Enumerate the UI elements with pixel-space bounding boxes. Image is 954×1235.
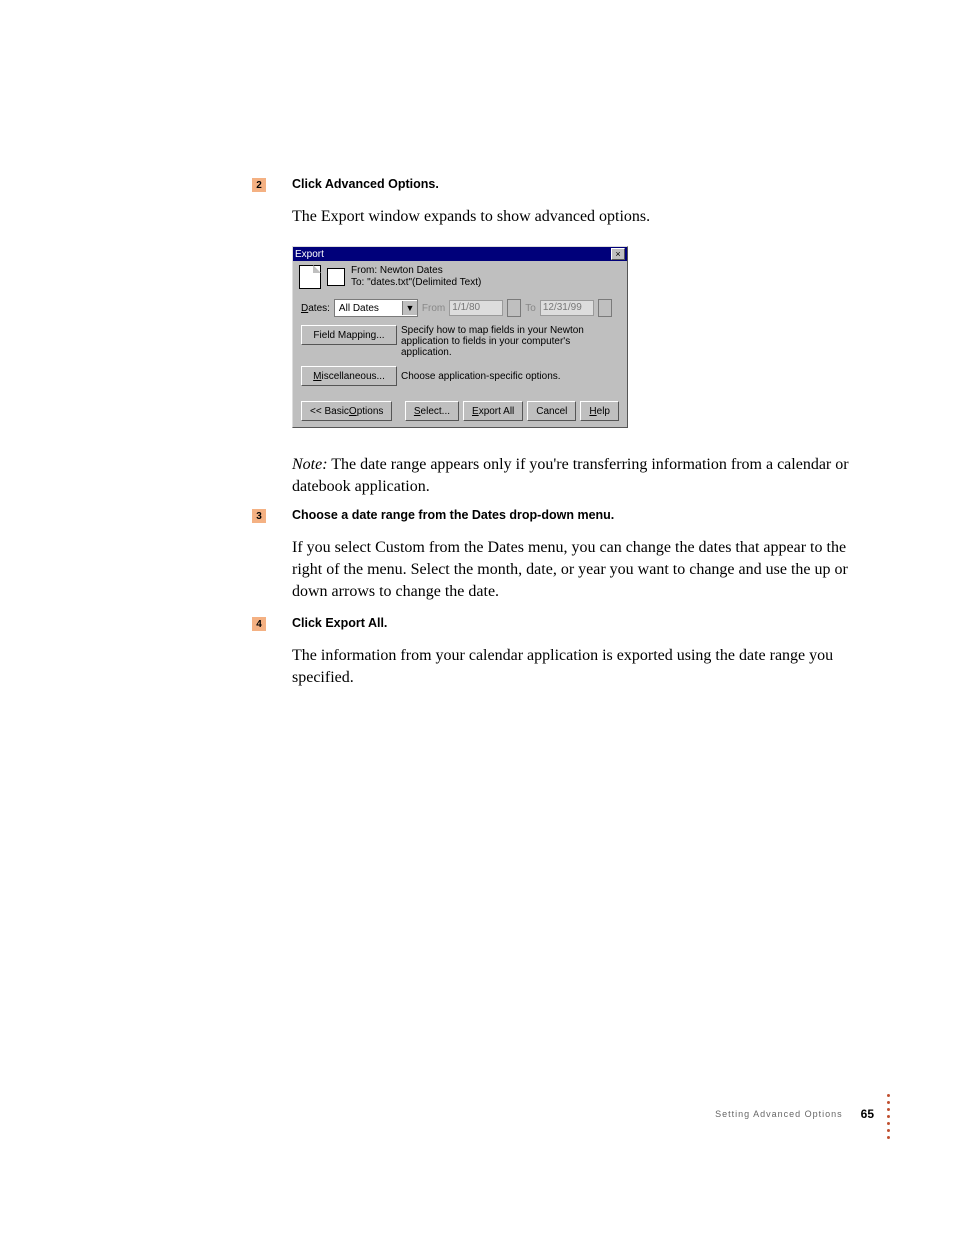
step2-body: The Export window expands to show advanc… — [292, 206, 852, 228]
to-date-spinner[interactable] — [598, 299, 612, 317]
dates-dropdown[interactable]: All Dates ▼ — [334, 299, 418, 317]
chevron-down-icon[interactable]: ▼ — [402, 301, 417, 315]
step-number-2: 2 — [252, 178, 266, 192]
field-mapping-desc: Specify how to map fields in your Newton… — [401, 325, 619, 358]
note-label: Note: — [292, 456, 328, 473]
basic-options-button[interactable]: << Basic Options — [301, 401, 392, 421]
doc-from-icon — [299, 265, 321, 289]
miscellaneous-desc: Choose application-specific options. — [401, 371, 561, 382]
from-value: Newton Dates — [380, 265, 443, 276]
step-number-3: 3 — [252, 509, 266, 523]
field-mapping-button[interactable]: Field Mapping... — [301, 325, 397, 345]
dates-value: All Dates — [339, 303, 379, 314]
help-button[interactable]: Help — [580, 401, 619, 421]
from-date-field[interactable]: 1/1/80 — [449, 300, 503, 316]
from-date-label: From — [422, 303, 445, 314]
page-footer: Setting Advanced Options 65 — [715, 1107, 874, 1121]
note-paragraph: Note: The date range appears only if you… — [292, 454, 852, 498]
to-date-field[interactable]: 12/31/99 — [540, 300, 594, 316]
note-text: The date range appears only if you're tr… — [292, 456, 849, 495]
miscellaneous-button[interactable]: Miscellaneous... — [301, 366, 397, 386]
footer-dots-icon — [887, 1094, 890, 1139]
from-label: From: — [351, 265, 377, 276]
footer-page-number: 65 — [861, 1107, 874, 1121]
footer-section: Setting Advanced Options — [715, 1109, 843, 1119]
step2-title: Click Advanced Options. — [292, 177, 439, 191]
dialog-titlebar: Export × — [293, 247, 627, 261]
export-dialog: Export × From: Newton Dates To: "dates.t… — [292, 246, 628, 428]
dialog-title: Export — [295, 249, 324, 260]
step3-body: If you select Custom from the Dates menu… — [292, 537, 857, 603]
doc-to-icon — [327, 268, 345, 286]
close-icon[interactable]: × — [611, 248, 625, 260]
step-number-4: 4 — [252, 617, 266, 631]
to-value: "dates.txt"(Delimited Text) — [367, 277, 481, 288]
cancel-button[interactable]: Cancel — [527, 401, 576, 421]
dates-label: Dates: — [301, 303, 330, 314]
step4-title: Click Export All. — [292, 616, 387, 630]
to-date-label: To — [525, 303, 536, 314]
step3-title: Choose a date range from the Dates drop-… — [292, 508, 614, 522]
from-date-spinner[interactable] — [507, 299, 521, 317]
select-button[interactable]: Select... — [405, 401, 459, 421]
to-label: To: — [351, 277, 364, 288]
step4-body: The information from your calendar appli… — [292, 645, 852, 689]
export-all-button[interactable]: Export All — [463, 401, 523, 421]
